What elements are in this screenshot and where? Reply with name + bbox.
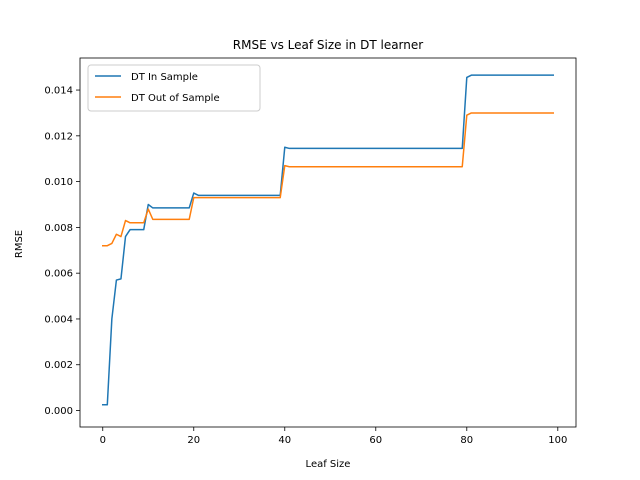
x-tick-label: 100 [548,435,567,446]
x-tick-label: 20 [187,435,200,446]
series-layer [102,74,554,406]
series-line-out-of-sample [102,112,554,247]
y-axis-ticks: 0.000 0.002 0.004 0.006 0.008 0.010 0.012 0.014 [44,86,80,417]
y-tick-label: 0.006 [44,269,73,280]
x-tick-label: 40 [278,435,291,446]
x-axis-label: Leaf Size [306,459,351,470]
y-tick-label: 0.000 [44,406,73,417]
y-tick-label: 0.012 [44,131,73,142]
y-tick-label: 0.004 [44,314,73,325]
y-tick-label: 0.014 [44,86,73,97]
chart-title: RMSE vs Leaf Size in DT learner [233,38,423,52]
y-tick-label: 0.010 [44,177,73,188]
legend-label: DT Out of Sample [131,93,220,104]
x-tick-label: 0 [100,435,106,446]
y-tick-label: 0.008 [44,223,73,234]
legend-label: DT In Sample [131,72,198,83]
x-axis-ticks: 0 20 40 60 80 100 [100,427,567,446]
axes-frame [79,57,577,428]
y-axis-label: RMSE [14,230,25,258]
x-tick-label: 60 [369,435,382,446]
legend: DT In Sample DT Out of Sample [87,64,261,112]
y-tick-label: 0.002 [44,360,73,371]
series-line-in-sample [102,74,554,406]
x-tick-label: 80 [460,435,473,446]
legend-box [87,64,261,112]
